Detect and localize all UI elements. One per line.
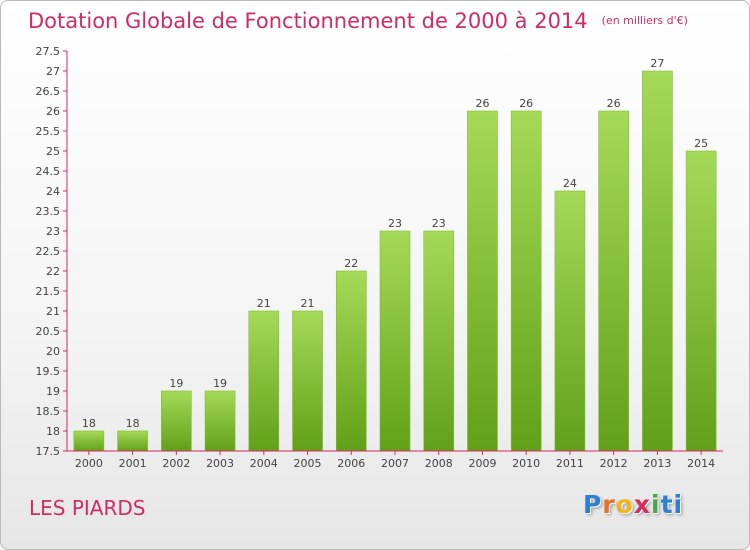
bar-2011: [554, 190, 586, 452]
y-tick-label: 17.5: [36, 445, 61, 458]
x-tick-label: 2010: [512, 457, 540, 470]
y-tick-label: 20.5: [36, 325, 61, 338]
x-tick-label: 2002: [162, 457, 190, 470]
town-name: LES PIARDS: [29, 496, 146, 520]
bar-2012: [598, 110, 629, 452]
data-label: 23: [388, 217, 402, 230]
y-tick-label: 25.5: [36, 125, 61, 138]
chart-title: Dotation Globale de Fonctionnement de 20…: [28, 9, 688, 33]
x-tick-label: 2013: [643, 457, 671, 470]
x-tick-label: 2012: [600, 457, 628, 470]
data-label: 27: [650, 57, 664, 70]
y-tick-label: 21: [46, 305, 60, 318]
data-label: 26: [607, 97, 621, 110]
data-label: 18: [126, 417, 140, 430]
bar-2005: [292, 310, 323, 452]
y-tick-label: 23.5: [36, 205, 61, 218]
chart-title-text: Dotation Globale de Fonctionnement de 20…: [28, 9, 588, 33]
bar-2000: [73, 430, 105, 452]
data-label: 24: [563, 177, 577, 190]
x-tick-label: 2007: [381, 457, 409, 470]
x-tick-label: 2005: [294, 457, 322, 470]
logo-letter: r: [602, 490, 616, 519]
data-label: 26: [519, 97, 533, 110]
x-tick-label: 2000: [75, 457, 103, 470]
y-tick-label: 19: [46, 385, 60, 398]
y-tick-label: 27.5: [36, 45, 61, 58]
x-tick-label: 2001: [119, 457, 147, 470]
data-label: 22: [344, 257, 358, 270]
y-tick-label: 19.5: [36, 365, 61, 378]
data-label: 18: [82, 417, 96, 430]
y-tick-label: 26: [46, 105, 60, 118]
bar-2001: [117, 430, 148, 452]
y-tick-label: 18.5: [36, 405, 61, 418]
bar-2014: [685, 150, 717, 452]
x-tick-label: 2008: [425, 457, 453, 470]
logo-letter: o: [615, 490, 634, 519]
x-tick-label: 2009: [468, 457, 496, 470]
x-tick-label: 2011: [556, 457, 584, 470]
data-label: 26: [475, 97, 489, 110]
bar-2004: [248, 310, 280, 452]
y-tick-label: 22.5: [36, 245, 61, 258]
bar-2009: [467, 110, 498, 452]
proxiti-logo: Proxiti: [583, 490, 683, 519]
data-label: 23: [432, 217, 446, 230]
y-tick-label: 24.5: [36, 165, 61, 178]
x-tick-label: 2003: [206, 457, 234, 470]
data-label: 21: [257, 297, 271, 310]
y-tick-label: 18: [46, 425, 60, 438]
logo-letter: ti: [660, 490, 684, 519]
bar-2002: [161, 390, 192, 452]
y-tick-label: 21.5: [36, 285, 61, 298]
x-tick-label: 2004: [250, 457, 278, 470]
y-tick-label: 25: [46, 145, 60, 158]
bar-2003: [204, 390, 236, 452]
bar-2013: [642, 70, 673, 452]
logo-letter: P: [583, 490, 603, 519]
data-label: 21: [301, 297, 315, 310]
y-tick-label: 27: [46, 65, 60, 78]
y-tick-label: 23: [46, 225, 60, 238]
logo-letter: i: [651, 490, 661, 519]
bar-2006: [335, 270, 367, 452]
x-tick-label: 2006: [337, 457, 365, 470]
data-label: 19: [169, 377, 183, 390]
bar-2008: [423, 230, 455, 452]
chart-subtitle: (en milliers d'€): [601, 14, 688, 27]
logo-letter: x: [633, 490, 651, 519]
y-tick-label: 26.5: [36, 85, 61, 98]
y-tick-label: 24: [46, 185, 60, 198]
data-label: 25: [694, 137, 708, 150]
x-tick-label: 2014: [687, 457, 715, 470]
data-label: 19: [213, 377, 227, 390]
y-tick-label: 20: [46, 345, 60, 358]
bar-2007: [379, 230, 411, 452]
bar-2010: [510, 110, 542, 452]
y-tick-label: 22: [46, 265, 60, 278]
chart-marks: 17.5 18 18.5 19 19.5 20 20.5 21 21.5 22 22.5 23 23.5…: [36, 45, 723, 470]
